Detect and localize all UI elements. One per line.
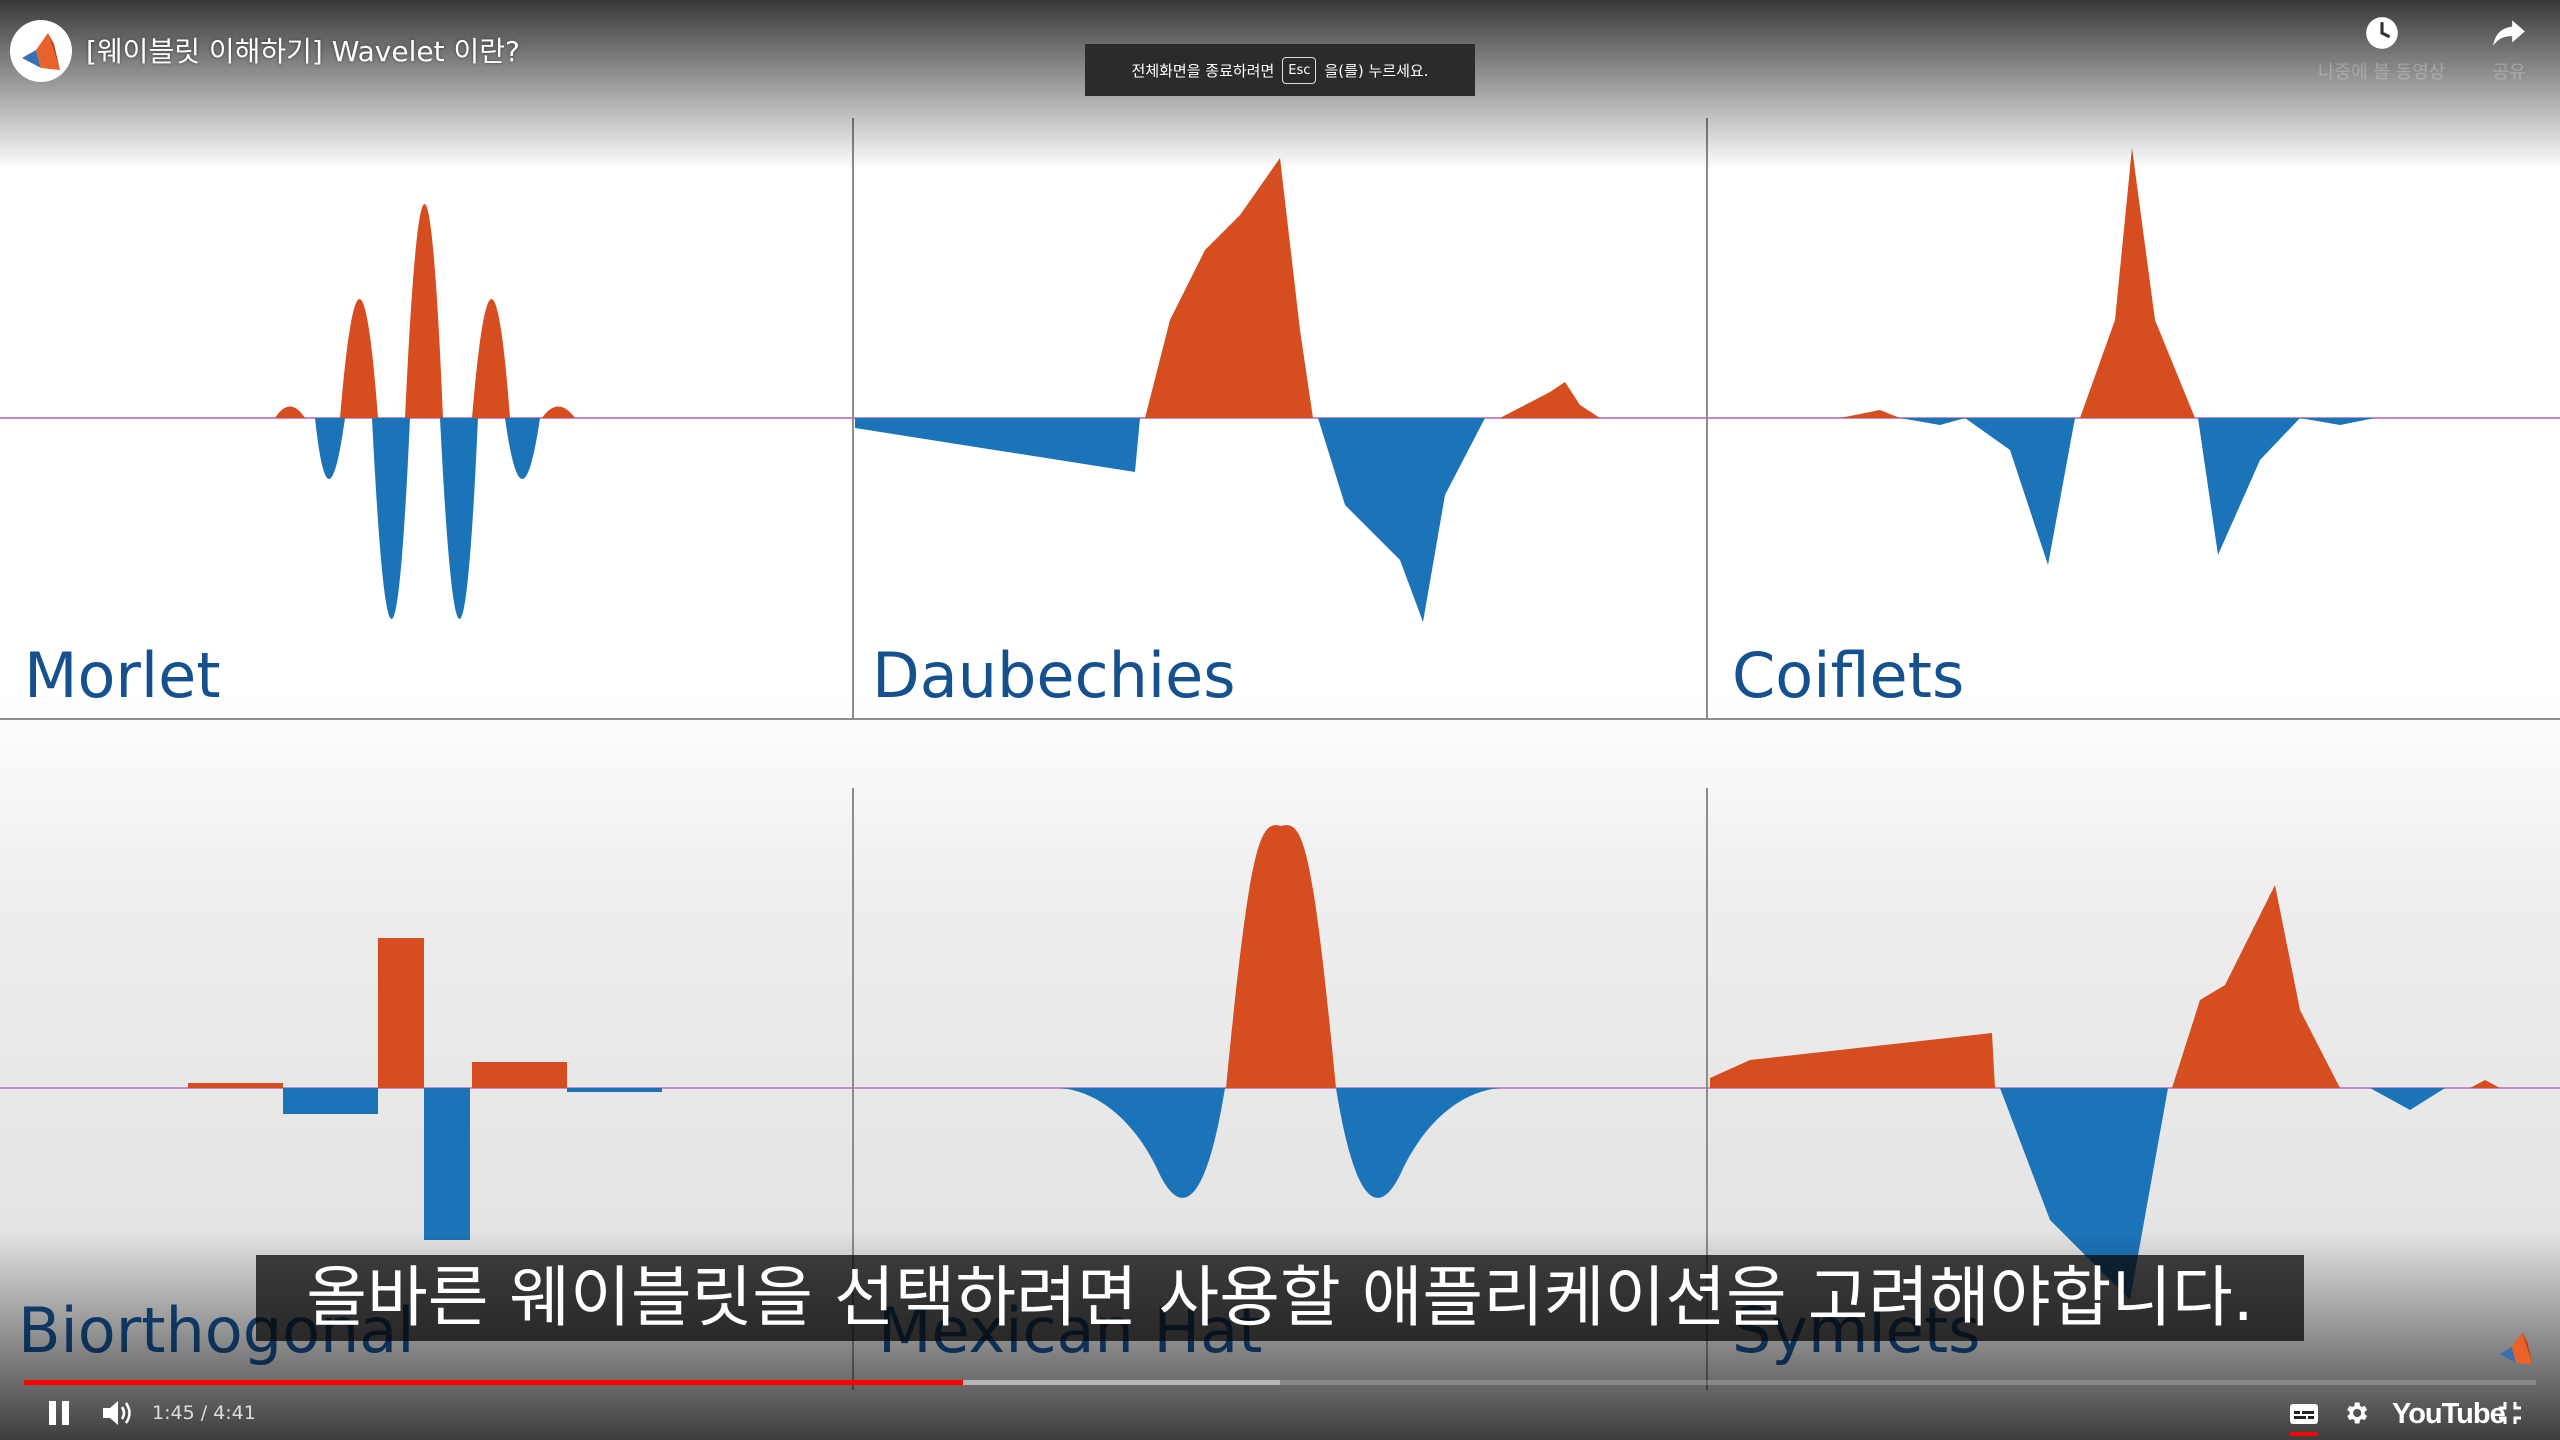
time-display: 1:45 / 4:41 [152, 1400, 256, 1426]
share-label: 공유 [2492, 62, 2526, 83]
watch-later-button[interactable]: 나중에 볼 동영상 [2318, 14, 2445, 84]
fullscreen-exit-hint: 전체화면을 종료하려면 Esc 을(를) 누르세요. [1085, 44, 1475, 96]
clock-icon [2365, 17, 2398, 49]
panel-label-morlet: Morlet [24, 639, 221, 712]
panel-label-coiflets: Coiflets [1732, 639, 1965, 712]
symlets-wavelet-plot [1710, 885, 2500, 1300]
duration: 4:41 [213, 1402, 256, 1424]
panel-label-daubechies: Daubechies [872, 639, 1236, 712]
coiflets-wavelet-plot [1840, 148, 2375, 565]
daubechies-wavelet-plot [855, 158, 1600, 622]
volume-button[interactable] [96, 1396, 140, 1430]
biorthogonal-wavelet-plot [188, 938, 662, 1240]
current-time: 1:45 [152, 1402, 195, 1424]
hint-text-before: 전체화면을 종료하려면 [1131, 61, 1275, 80]
subtitles-active-indicator [2290, 1432, 2318, 1436]
exit-fullscreen-button[interactable] [2490, 1396, 2530, 1430]
esc-key-badge: Esc [1282, 56, 1317, 84]
hint-text-after: 을(를) 누르세요. [1324, 61, 1429, 80]
youtube-logo[interactable]: YouTube [2392, 1398, 2506, 1430]
morlet-wavelet-plot [275, 204, 575, 619]
pause-button[interactable] [38, 1396, 80, 1430]
pause-icon [49, 1401, 69, 1425]
channel-avatar[interactable] [10, 20, 72, 82]
subtitles-icon [2290, 1404, 2318, 1424]
gear-icon [2347, 1402, 2368, 1424]
progress-played [24, 1380, 963, 1385]
matlab-logo-icon [22, 33, 60, 70]
progress-bar[interactable] [24, 1380, 2536, 1385]
subtitles-button[interactable] [2282, 1398, 2326, 1430]
mexican-hat-wavelet-plot [1060, 825, 1500, 1198]
video-title[interactable]: [웨이블릿 이해하기] Wavelet 이란? [86, 35, 520, 68]
share-arrow-icon [2493, 20, 2525, 46]
settings-button[interactable] [2336, 1396, 2376, 1430]
watch-later-label: 나중에 볼 동영상 [2318, 62, 2446, 83]
exit-fullscreen-icon [2499, 1402, 2521, 1424]
matlab-logo-icon [2499, 1332, 2533, 1365]
volume-icon [103, 1401, 131, 1425]
share-button[interactable]: 공유 [2490, 14, 2528, 84]
channel-watermark[interactable] [2496, 1328, 2536, 1368]
caption-text: 올바른 웨이블릿을 선택하려면 사용할 애플리케이션을 고려해야합니다. [256, 1255, 2304, 1341]
time-separator: / [194, 1402, 214, 1424]
